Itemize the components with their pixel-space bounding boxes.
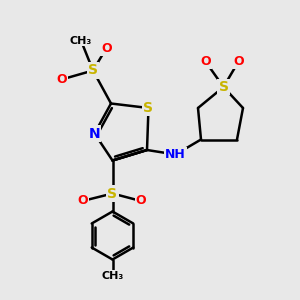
- Text: O: O: [233, 55, 244, 68]
- Text: CH₃: CH₃: [70, 35, 92, 46]
- Text: O: O: [136, 194, 146, 208]
- Text: N: N: [89, 127, 100, 140]
- Text: CH₃: CH₃: [101, 271, 124, 281]
- Text: S: S: [88, 64, 98, 77]
- Text: NH: NH: [165, 148, 186, 161]
- Text: O: O: [77, 194, 88, 208]
- Text: O: O: [56, 73, 67, 86]
- Text: S: S: [143, 101, 154, 115]
- Text: O: O: [200, 55, 211, 68]
- Text: O: O: [101, 41, 112, 55]
- Text: S: S: [107, 187, 118, 200]
- Text: S: S: [218, 80, 229, 94]
